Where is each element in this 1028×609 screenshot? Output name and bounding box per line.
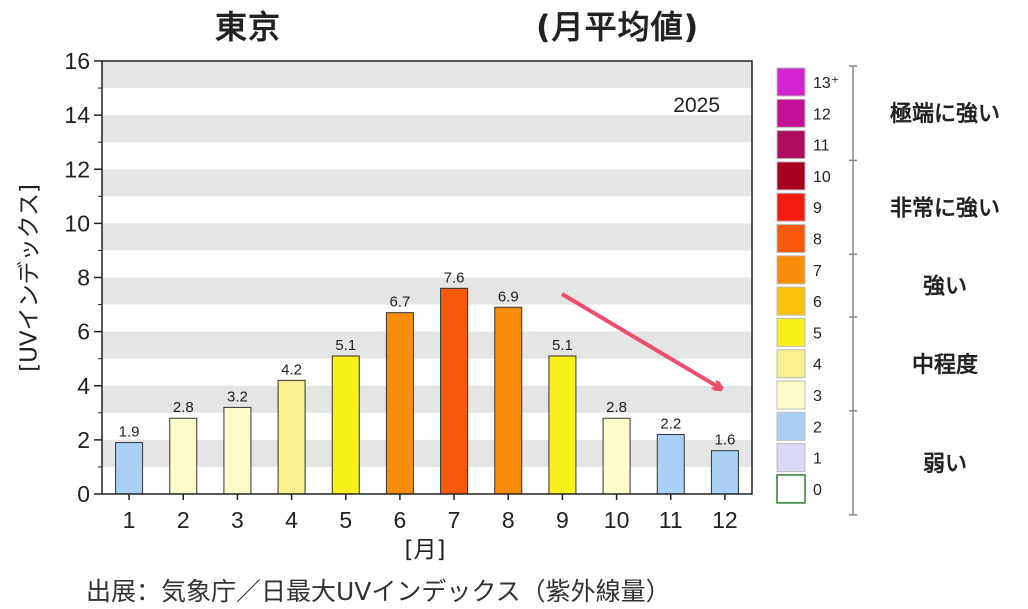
legend-swatch-10 — [776, 161, 806, 191]
bar-month-2 — [169, 417, 198, 495]
legend-swatch-13 — [776, 67, 806, 97]
legend-swatch-8 — [776, 224, 806, 253]
x-tick-label-3: 3 — [231, 507, 244, 533]
bar-month-6 — [385, 312, 414, 495]
legend-level-label-0: 0 — [813, 482, 822, 499]
legend-level-label-3: 3 — [813, 388, 822, 405]
legend-category-3: 中程度 — [912, 352, 979, 378]
grid-band — [102, 223, 752, 251]
x-tick-label-8: 8 — [502, 507, 515, 533]
y-axis-label: [UVインデックス] — [17, 184, 43, 372]
data-label-month-1: 1.9 — [119, 424, 140, 441]
legend-swatch-3 — [776, 380, 806, 410]
legend-level-label-10: 10 — [813, 169, 831, 186]
y-tick-label-8: 8 — [77, 265, 90, 291]
y-tick-label-0: 0 — [77, 481, 90, 507]
grid-band — [102, 169, 752, 197]
y-tick-label-14: 14 — [64, 102, 90, 128]
legend-swatch-11 — [776, 130, 806, 160]
grid-band — [102, 61, 752, 89]
chart-title-average: (月平均値) — [536, 8, 700, 46]
bar-month-9 — [548, 355, 577, 495]
bar-month-3 — [223, 406, 252, 495]
bar-month-10 — [602, 417, 631, 495]
data-label-month-7: 7.6 — [444, 269, 465, 286]
y-tick-label-16: 16 — [64, 48, 90, 74]
legend-category-1: 非常に強い — [890, 195, 1000, 221]
legend-level-label-4: 4 — [813, 357, 822, 374]
x-tick-label-11: 11 — [659, 507, 683, 533]
legend-category-4: 弱い — [923, 452, 967, 477]
data-label-month-3: 3.2 — [227, 388, 248, 405]
x-tick-label-9: 9 — [556, 507, 569, 533]
y-tick-label-10: 10 — [64, 210, 90, 236]
grid-band — [102, 115, 752, 143]
data-label-month-5: 5.1 — [335, 337, 356, 354]
legend-swatch-2 — [776, 411, 806, 441]
legend-level-label-5: 5 — [813, 325, 822, 342]
x-tick-label-5: 5 — [339, 507, 352, 533]
bar-month-8 — [494, 306, 523, 495]
grid-band — [102, 385, 752, 413]
legend-level-label-1: 1 — [813, 451, 822, 468]
legend-level-label-7: 7 — [813, 263, 822, 280]
legend-level-label-2: 2 — [813, 419, 822, 436]
chart-title-location: 東京 — [215, 8, 282, 46]
legend-level-label-13: 13⁺ — [813, 75, 839, 92]
y-tick-label-2: 2 — [77, 427, 90, 453]
x-tick-label-7: 7 — [448, 507, 461, 533]
legend-level-label-12: 12 — [813, 106, 831, 123]
data-label-month-10: 2.8 — [606, 399, 627, 416]
legend-level-label-6: 6 — [813, 294, 822, 311]
x-tick-label-1: 1 — [123, 507, 136, 533]
y-tick-label-4: 4 — [77, 373, 90, 399]
legend-swatch-1 — [776, 443, 806, 473]
x-tick-label-12: 12 — [712, 507, 738, 533]
legend-category-0: 極端に強い — [890, 101, 1000, 127]
legend-swatch-5 — [776, 317, 806, 347]
data-label-month-6: 6.7 — [389, 294, 410, 311]
year-label: 2025 — [673, 94, 720, 117]
data-label-month-2: 2.8 — [173, 399, 194, 416]
legend-swatch-12 — [776, 98, 806, 128]
data-label-month-11: 2.2 — [660, 415, 681, 432]
legend-level-label-11: 11 — [813, 138, 830, 155]
data-label-month-4: 4.2 — [281, 361, 302, 378]
data-label-month-9: 5.1 — [552, 337, 573, 354]
bar-month-1 — [115, 442, 144, 495]
grid-band — [102, 439, 752, 467]
legend-level-label-9: 9 — [813, 200, 822, 217]
x-tick-label-4: 4 — [285, 507, 298, 533]
data-label-month-8: 6.9 — [498, 288, 519, 305]
bar-month-11 — [656, 433, 685, 495]
x-axis-label: [月] — [405, 537, 446, 563]
legend-swatch-7 — [776, 255, 806, 285]
data-label-month-12: 1.6 — [714, 432, 735, 449]
legend-category-2: 強い — [923, 274, 967, 300]
bar-month-12 — [710, 450, 739, 495]
y-tick-label-6: 6 — [77, 319, 90, 345]
legend-swatch-9 — [776, 192, 806, 222]
x-tick-label-6: 6 — [394, 507, 407, 533]
x-tick-label-10: 10 — [604, 507, 630, 533]
legend-level-label-8: 8 — [813, 232, 822, 249]
grid-band — [102, 277, 752, 305]
grid-band — [102, 331, 752, 359]
source-note: 出展：気象庁／日最大UVインデックス（紫外線量） — [86, 577, 671, 606]
legend-swatch-6 — [776, 286, 806, 316]
bar-month-5 — [331, 355, 360, 495]
bar-month-7 — [440, 287, 469, 495]
bar-month-4 — [277, 379, 306, 495]
x-tick-label-2: 2 — [177, 507, 190, 533]
legend-swatch-4 — [776, 349, 806, 379]
legend-swatch-0 — [776, 474, 806, 504]
y-tick-label-12: 12 — [64, 156, 90, 182]
trend-arrow — [560, 292, 720, 388]
